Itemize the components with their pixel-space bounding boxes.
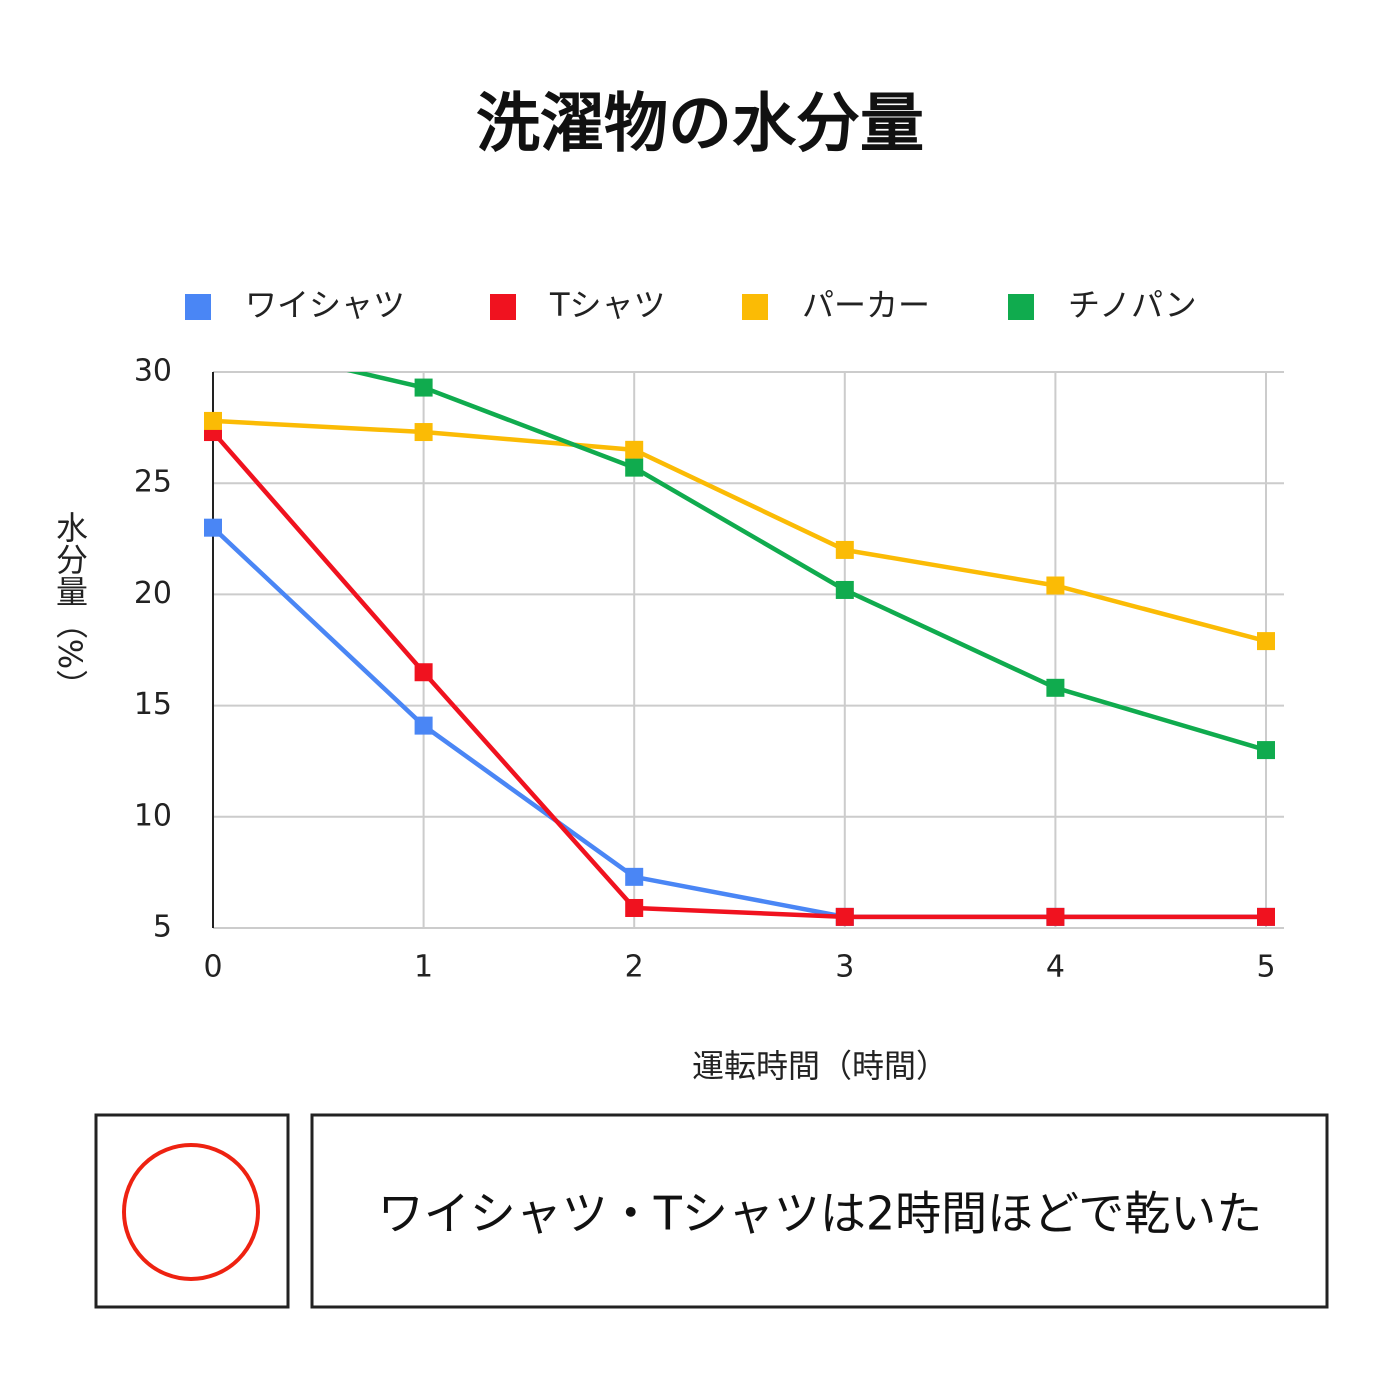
x-tick-label: 1 — [414, 950, 433, 985]
point — [625, 440, 644, 459]
y-tick-label: 25 — [134, 465, 172, 500]
point — [835, 540, 854, 559]
x-tick-label: 5 — [1256, 950, 1275, 985]
series-line — [212, 418, 1267, 644]
point — [1046, 576, 1065, 595]
y-tick-label: 20 — [134, 576, 172, 611]
y-tick-label: 5 — [153, 910, 172, 945]
point — [414, 423, 433, 442]
legend-swatch — [490, 294, 516, 320]
point — [1257, 632, 1275, 651]
point — [625, 458, 644, 477]
y-tick-label: 15 — [134, 687, 172, 722]
y-tick-label: 10 — [134, 798, 172, 833]
legend-swatch — [185, 294, 211, 320]
legend-label: パーカー — [802, 286, 930, 324]
point — [204, 518, 222, 537]
series-line — [346, 372, 1267, 753]
point — [414, 663, 433, 682]
point — [835, 580, 854, 599]
series-line — [211, 526, 1266, 920]
point — [414, 378, 433, 397]
x-tick-label: 0 — [203, 950, 222, 985]
mark-box — [94, 1113, 290, 1309]
x-tick-label: 3 — [835, 950, 854, 985]
point — [1257, 907, 1275, 926]
legend-label: Tシャツ — [549, 286, 666, 324]
caption-box — [310, 1113, 1329, 1309]
legend-swatch — [1008, 294, 1034, 320]
legend-label: ワイシャツ — [245, 286, 405, 324]
point — [835, 907, 854, 926]
legend-swatch — [742, 294, 768, 320]
plot-area — [204, 330, 1275, 926]
caption: ワイシャツ・Tシャツは2時間ほどで乾いた — [378, 1187, 1262, 1241]
point — [204, 411, 222, 430]
x-tick-label: 2 — [625, 950, 644, 985]
y-axis-label: 水分量（%） — [51, 511, 89, 701]
point — [625, 867, 644, 886]
x-axis-label: 運転時間（時間） — [692, 1047, 948, 1085]
circle-mark — [122, 1143, 260, 1281]
legend-label: チノパン — [1068, 286, 1197, 324]
chart-title: 洗濯物の水分量 — [476, 88, 924, 162]
point — [414, 716, 433, 735]
point — [625, 898, 644, 917]
point — [1046, 907, 1065, 926]
point — [204, 330, 222, 348]
point — [1046, 678, 1065, 697]
point — [1257, 741, 1275, 760]
y-tick-label: 30 — [134, 354, 172, 389]
x-tick-label: 4 — [1046, 950, 1065, 985]
series-line — [211, 430, 1266, 920]
